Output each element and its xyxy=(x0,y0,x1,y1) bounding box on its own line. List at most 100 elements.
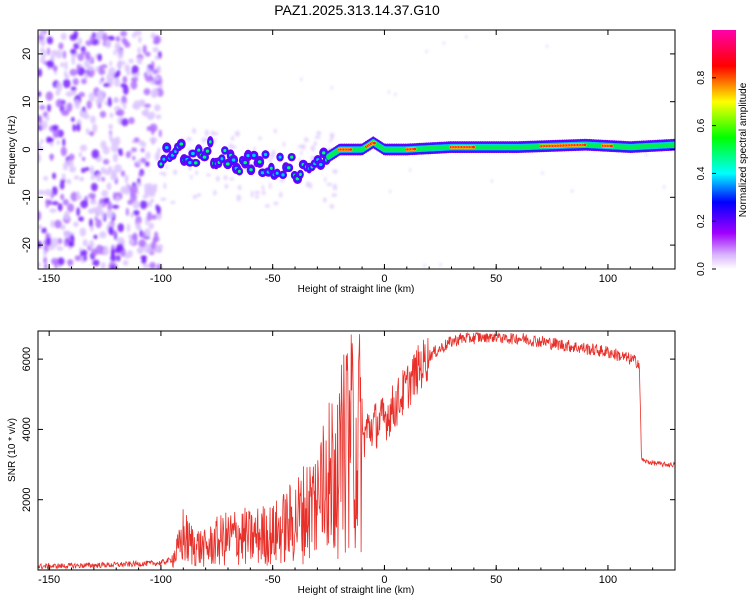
noise-blob xyxy=(89,239,95,250)
noise-blob xyxy=(45,91,54,101)
noise-blob xyxy=(76,191,80,199)
noise-blob xyxy=(99,199,104,204)
noise-blob xyxy=(70,117,75,122)
noise-blob xyxy=(163,172,167,177)
noise-blob xyxy=(332,183,338,191)
noise-blob xyxy=(113,97,119,103)
noise-blob xyxy=(154,152,161,162)
noise-blob xyxy=(206,173,211,177)
noise-blob xyxy=(88,92,96,102)
noise-blob xyxy=(142,256,146,262)
signal-blob xyxy=(299,172,302,177)
noise-blob xyxy=(128,58,134,64)
noise-blob xyxy=(100,64,108,69)
signal-blob xyxy=(249,168,253,172)
snr-series-line xyxy=(38,331,675,570)
noise-blob xyxy=(387,90,391,95)
y-tick-label: 2000 xyxy=(21,487,33,511)
x-tick-label: 50 xyxy=(490,273,502,285)
noise-blob xyxy=(110,265,115,269)
noise-blob xyxy=(137,221,141,230)
noise-blob xyxy=(144,161,150,167)
noise-blob xyxy=(130,212,134,218)
noise-blob xyxy=(151,60,155,71)
noise-blob xyxy=(130,192,137,202)
signal-blob xyxy=(194,161,198,165)
noise-blob xyxy=(78,151,83,158)
noise-blob xyxy=(68,165,76,173)
noise-blob xyxy=(107,165,113,173)
noise-blob xyxy=(70,48,77,55)
noise-blob xyxy=(153,39,159,45)
noise-blob xyxy=(148,201,152,207)
noise-blob xyxy=(102,158,110,165)
noise-blob xyxy=(91,149,100,159)
noise-blob xyxy=(120,170,126,177)
snr-frame xyxy=(37,330,676,571)
noise-blob xyxy=(80,249,88,257)
noise-blob xyxy=(250,190,254,198)
noise-blob xyxy=(113,72,119,79)
noise-blob xyxy=(136,57,143,65)
noise-blob xyxy=(140,157,147,164)
noise-blob xyxy=(47,104,51,112)
noise-blob xyxy=(268,158,272,164)
noise-blob xyxy=(74,99,81,110)
noise-blob xyxy=(89,165,95,176)
noise-blob xyxy=(150,198,154,203)
noise-blob xyxy=(117,49,124,60)
signal-blob xyxy=(290,155,294,159)
noise-blob xyxy=(229,177,235,181)
noise-blob xyxy=(105,38,112,49)
noise-blob xyxy=(45,199,53,204)
noise-blob xyxy=(305,181,311,188)
signal-blob xyxy=(159,162,163,166)
noise-blob xyxy=(43,256,48,264)
noise-blob xyxy=(51,237,59,248)
noise-blob xyxy=(116,61,123,69)
noise-blob xyxy=(80,46,86,53)
noise-blob xyxy=(144,186,148,197)
noise-blob xyxy=(116,243,124,252)
noise-blob xyxy=(99,231,107,239)
noise-blob xyxy=(110,143,119,153)
signal-band xyxy=(671,142,675,148)
noise-blob xyxy=(173,169,178,175)
noise-blob xyxy=(261,184,265,191)
noise-blob xyxy=(62,138,66,147)
noise-blob xyxy=(149,136,158,144)
noise-blob xyxy=(90,175,96,180)
noise-blob xyxy=(131,77,139,82)
noise-blob xyxy=(236,194,242,202)
snr-panel: -150 -100 -50 0 50 100 2000 4000 6000 Height of … xyxy=(7,330,676,596)
noise-blob xyxy=(83,113,90,120)
noise-blob xyxy=(442,41,446,46)
noise-blob xyxy=(215,175,220,182)
noise-blob xyxy=(40,138,44,144)
noise-blob xyxy=(313,141,317,146)
noise-blob xyxy=(310,145,316,152)
noise-blob xyxy=(150,127,155,136)
noise-blob xyxy=(43,249,47,257)
signal-blob xyxy=(179,142,184,146)
noise-blob xyxy=(55,98,64,108)
noise-blob xyxy=(40,57,46,64)
y-tick-label: 10 xyxy=(21,96,33,108)
noise-blob xyxy=(100,77,105,82)
y-tick-label: 4000 xyxy=(21,417,33,441)
noise-blob xyxy=(272,149,276,156)
colorbar: 0.0 0.2 0.4 0.6 0.8 Normalized spectral ampl… xyxy=(696,30,749,276)
noise-blob xyxy=(155,204,159,211)
noise-blob xyxy=(210,130,215,136)
noise-blob xyxy=(61,109,70,116)
noise-blob xyxy=(156,88,164,97)
noise-blob xyxy=(132,200,140,209)
noise-blob xyxy=(125,207,129,217)
noise-blob xyxy=(100,209,105,220)
noise-blob xyxy=(96,173,102,182)
noise-blob xyxy=(114,42,121,51)
noise-blob xyxy=(41,227,47,234)
noise-blob xyxy=(309,182,313,190)
noise-blob xyxy=(228,143,233,149)
noise-blob xyxy=(73,42,80,50)
